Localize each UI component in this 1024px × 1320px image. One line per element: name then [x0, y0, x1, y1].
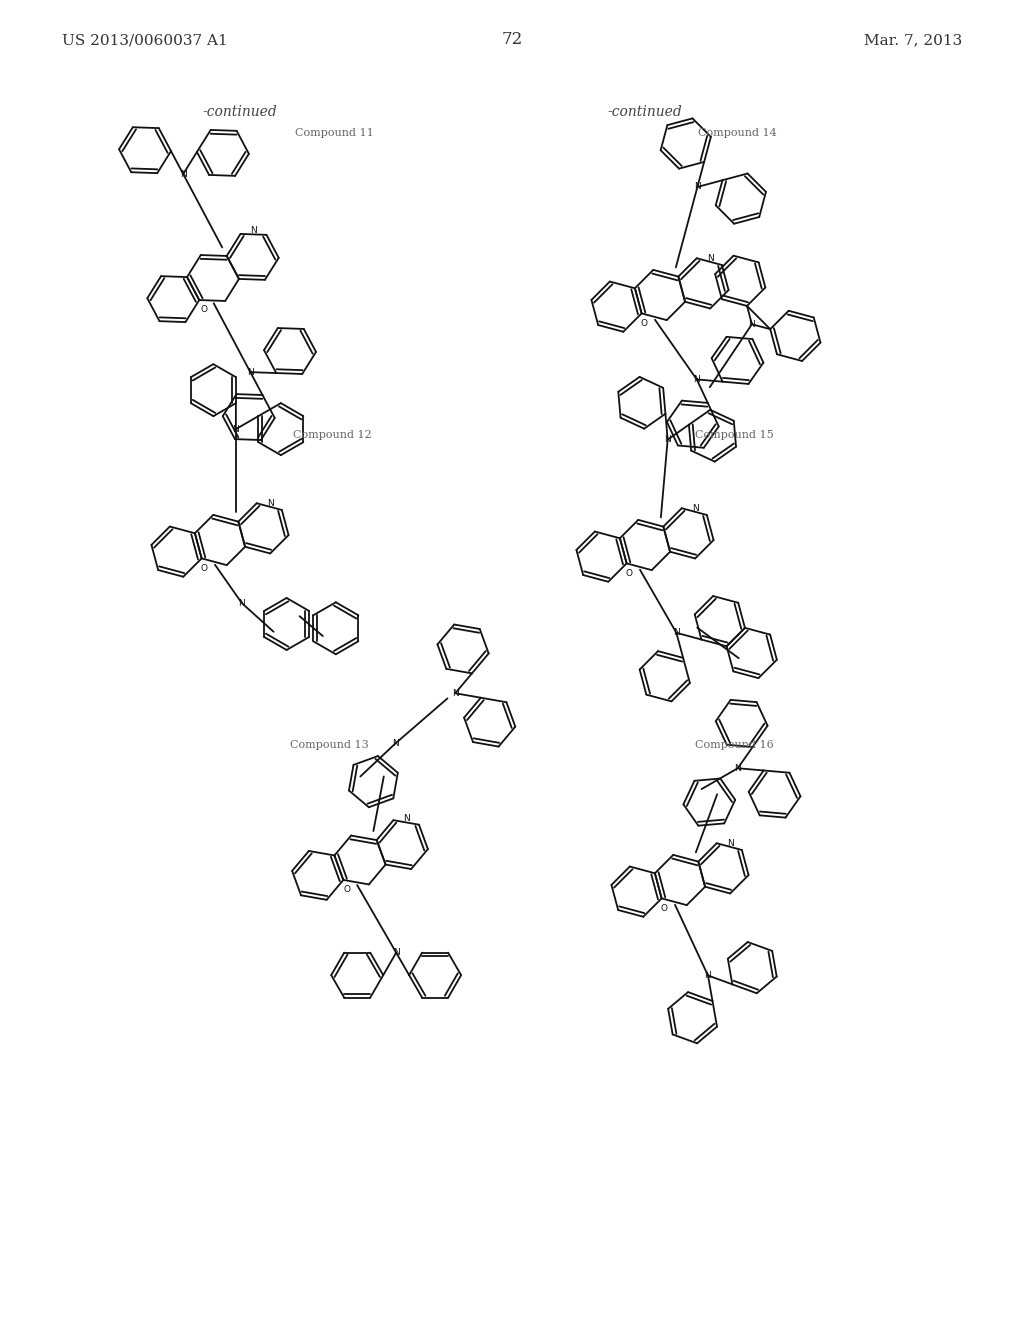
Text: 72: 72 [502, 32, 522, 49]
Text: Mar. 7, 2013: Mar. 7, 2013 [864, 33, 962, 48]
Text: N: N [393, 948, 399, 957]
Text: N: N [734, 764, 741, 772]
Text: O: O [641, 319, 648, 327]
Text: N: N [392, 739, 399, 748]
Text: N: N [250, 226, 257, 235]
Text: N: N [403, 814, 411, 824]
Text: US 2013/0060037 A1: US 2013/0060037 A1 [62, 33, 227, 48]
Text: N: N [694, 182, 700, 191]
Text: Compound 13: Compound 13 [290, 741, 369, 750]
Text: N: N [665, 436, 671, 444]
Text: N: N [232, 425, 240, 434]
Text: N: N [673, 628, 680, 638]
Text: N: N [693, 375, 700, 384]
Text: N: N [239, 598, 245, 607]
Text: Compound 16: Compound 16 [695, 741, 774, 750]
Text: O: O [626, 569, 633, 578]
Text: N: N [749, 319, 756, 329]
Text: N: N [692, 504, 698, 512]
Text: N: N [705, 972, 712, 979]
Text: N: N [452, 689, 459, 698]
Text: N: N [267, 499, 273, 508]
Text: -continued: -continued [203, 106, 278, 119]
Text: N: N [247, 368, 254, 376]
Text: Compound 14: Compound 14 [698, 128, 777, 139]
Text: O: O [201, 305, 208, 314]
Text: N: N [707, 253, 714, 263]
Text: O: O [660, 904, 668, 913]
Text: N: N [727, 838, 733, 847]
Text: O: O [201, 564, 208, 573]
Text: O: O [343, 886, 350, 894]
Text: -continued: -continued [607, 106, 682, 119]
Text: N: N [180, 169, 186, 178]
Text: Compound 12: Compound 12 [293, 430, 372, 440]
Text: Compound 11: Compound 11 [295, 128, 374, 139]
Text: Compound 15: Compound 15 [695, 430, 774, 440]
